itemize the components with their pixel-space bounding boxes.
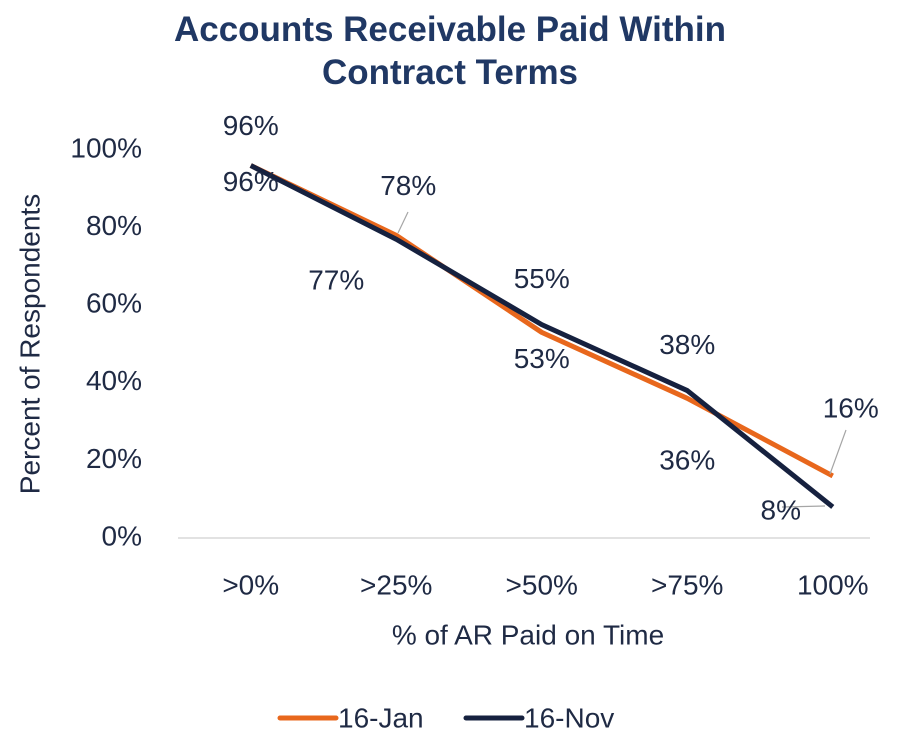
x-tick-label: >75%: [651, 569, 723, 600]
data-label: 8%: [761, 494, 801, 525]
legend-label: 16-Nov: [524, 702, 614, 733]
chart-title: Accounts Receivable Paid Within Contract…: [173, 10, 727, 92]
data-label: 96%: [223, 110, 279, 141]
x-tick-label: >0%: [222, 569, 279, 600]
legend-label: 16-Jan: [338, 702, 424, 733]
data-label: 36%: [659, 445, 715, 476]
y-tick-label: 100%: [70, 132, 142, 163]
data-label: 16%: [823, 392, 879, 423]
data-label: 77%: [308, 265, 364, 296]
x-tick-label: >25%: [360, 569, 432, 600]
x-tick-label: >50%: [506, 569, 578, 600]
y-tick-label: 0%: [102, 520, 142, 551]
leader-line: [829, 429, 847, 475]
series-line: [249, 163, 835, 509]
x-axis-label: % of AR Paid on Time: [392, 619, 664, 650]
leader-line: [781, 505, 826, 508]
y-tick-label: 80%: [86, 210, 142, 241]
y-axis-label: Percent of Respondents: [14, 194, 45, 494]
data-label: 38%: [659, 329, 715, 360]
x-tick-label: 100%: [797, 569, 869, 600]
y-tick-label: 20%: [86, 443, 142, 474]
data-label: 78%: [380, 170, 436, 201]
y-tick-label: 60%: [86, 288, 142, 319]
data-label: 55%: [514, 263, 570, 294]
data-label: 96%: [223, 166, 279, 197]
leader-line: [397, 211, 409, 234]
y-tick-label: 40%: [86, 365, 142, 396]
data-label: 53%: [514, 343, 570, 374]
